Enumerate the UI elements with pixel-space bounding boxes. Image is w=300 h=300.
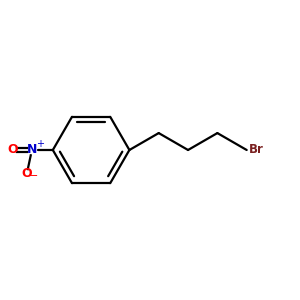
Text: Br: Br [249, 143, 264, 157]
Text: +: + [36, 139, 43, 148]
Text: −: − [29, 171, 38, 181]
Text: O: O [21, 167, 32, 180]
Text: N: N [27, 143, 38, 157]
Text: O: O [8, 143, 18, 157]
